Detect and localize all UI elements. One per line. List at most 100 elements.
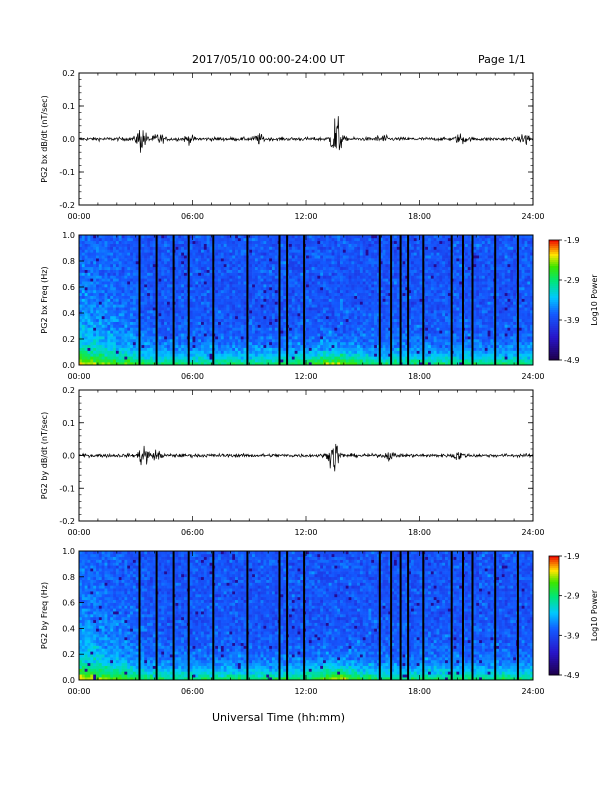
spectrogram-cell [254, 263, 259, 268]
spectrogram-cell [81, 353, 85, 357]
spectrogram-cell [320, 237, 324, 242]
spectrogram-cell [226, 356, 230, 360]
spectrogram-cell [90, 353, 94, 357]
spectrogram-cell [328, 258, 332, 262]
spectrogram-cell [252, 278, 256, 282]
spectrogram-cell [209, 249, 213, 253]
spectrogram-cell [98, 307, 102, 311]
spectrogram-cell [306, 324, 310, 328]
spectrogram-cell [306, 281, 310, 285]
spectrogram-cell [249, 356, 253, 360]
spectrogram-cell [376, 304, 381, 308]
spectrogram-cell [195, 318, 199, 322]
spectrogram-cell [175, 269, 179, 273]
spectrogram-cell [306, 275, 310, 279]
spectrogram-cell [101, 304, 105, 308]
spectrogram-cell [166, 269, 171, 273]
spectrogram-cell [79, 284, 83, 288]
spectrogram-cell [183, 269, 188, 273]
spectrogram-cell [132, 258, 137, 262]
spectrogram-cell [158, 284, 162, 288]
spectrogram-cell [252, 298, 256, 302]
spectrogram-cell [348, 263, 352, 268]
spectrogram-cell [237, 255, 242, 259]
spectrogram-cell [104, 304, 108, 308]
spectrogram-cell [81, 261, 85, 265]
spectrogram-cell [365, 324, 369, 328]
spectrogram-cell [362, 298, 366, 302]
spectrogram-cell [121, 246, 125, 250]
spectrogram-cell [300, 243, 304, 247]
spectrogram-cell [294, 266, 298, 270]
spectrogram-cell [158, 281, 162, 285]
spectrogram-cell [274, 292, 278, 296]
spectrogram-cell [297, 252, 301, 256]
spectrogram-cell [340, 237, 344, 242]
spectrogram-cell [104, 307, 108, 311]
spectrogram-cell [121, 356, 125, 360]
spectrogram-cell [206, 272, 210, 276]
spectrogram-cell [229, 315, 233, 320]
spectrogram-cell [178, 333, 182, 337]
spectrogram-cell [144, 298, 148, 302]
spectrogram-cell [206, 246, 210, 250]
spectrogram-cell [141, 353, 145, 357]
spectrogram-cell [328, 301, 332, 305]
spectrogram-cell [274, 275, 278, 279]
spectrogram-cell [359, 336, 364, 340]
spectrogram-cell [130, 284, 134, 288]
spectrogram-cell [357, 272, 361, 276]
spectrogram-cell [331, 263, 335, 268]
spectrogram-cell [254, 353, 259, 357]
spectrogram-cell [130, 333, 134, 337]
spectrogram-cell [98, 249, 102, 253]
spectrogram-cell [254, 339, 259, 343]
spectrogram-cell [314, 269, 318, 273]
spectrogram-cell [328, 289, 332, 294]
spectrogram-cell [354, 356, 358, 360]
spectrogram-cell [104, 336, 108, 340]
spectrogram-cell [215, 246, 219, 250]
spectrogram-cell [371, 336, 375, 340]
spectrogram-cell [149, 269, 154, 273]
spectrogram-cell [149, 292, 154, 296]
spectrogram-cell [158, 307, 162, 311]
spectrogram-cell [101, 313, 105, 317]
spectrogram-cell [121, 261, 125, 265]
spectrogram-cell [178, 295, 182, 299]
spectrogram-cell [198, 246, 202, 250]
spectrogram-cell [127, 324, 131, 328]
spectrogram-cell [115, 284, 120, 288]
spectrogram-cell [257, 318, 261, 322]
spectrogram-cell [203, 237, 207, 242]
spectrogram-cell [220, 246, 225, 250]
spectrogram-cell [195, 266, 199, 270]
spectrogram-cell [158, 350, 162, 354]
spectrogram-cell [334, 333, 338, 337]
spectrogram-cell [368, 252, 372, 256]
spectrogram-cell [232, 249, 236, 253]
spectrogram-cell [218, 292, 222, 296]
spectrogram-cell [243, 263, 247, 268]
spectrogram-cell [121, 347, 125, 351]
spectrogram-cell [300, 298, 304, 302]
spectrogram-cell [237, 327, 242, 331]
spectrogram-cell [158, 324, 162, 328]
spectrogram-cell [198, 289, 202, 294]
spectrogram-cell [98, 240, 102, 244]
spectrogram-cell [345, 252, 349, 256]
spectrogram-cell [81, 298, 85, 302]
spectrogram-cell [181, 307, 185, 311]
spectrogram-cell [175, 246, 179, 250]
spectrogram-cell [314, 304, 318, 308]
spectrogram-cell [266, 347, 270, 351]
spectrogram-cell [175, 287, 179, 291]
spectrogram-cell [297, 295, 301, 299]
spectrogram-cell [215, 295, 219, 299]
spectrogram-cell [203, 339, 207, 343]
spectrogram-cell [124, 318, 128, 322]
spectrogram-cell [308, 353, 312, 357]
spectrogram-cell [382, 333, 386, 337]
spectrogram-cell [297, 353, 301, 357]
spectrogram-cell [288, 269, 293, 273]
